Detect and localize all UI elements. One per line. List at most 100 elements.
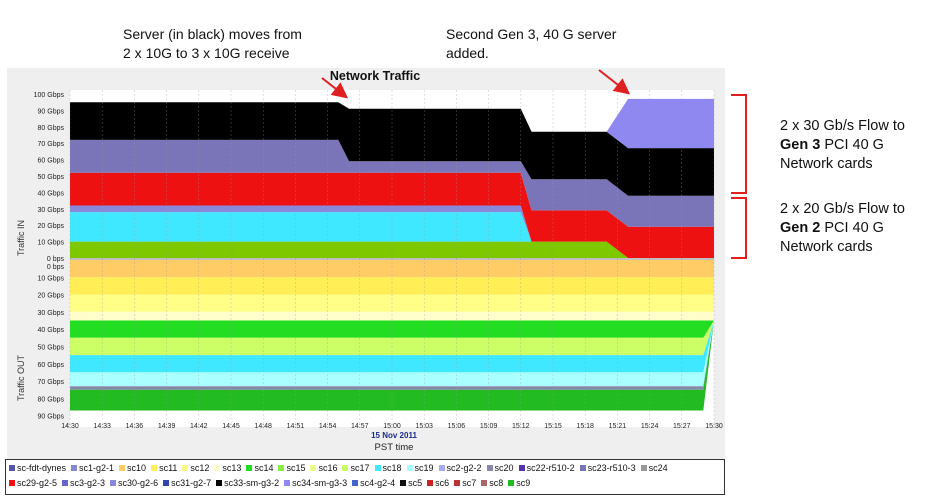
annotation-gen3-line1: 2 x 30 Gb/s Flow to [780,118,905,134]
x-tick-label: 14:45 [222,423,240,430]
y-out-tick-labels: 0 bps 10 Gbps 20 Gbps 30 Gbps 40 Gbps 50 Gbps… [38,264,65,421]
chart-title: Network Traffic [330,69,420,83]
legend-swatch [508,480,515,486]
legend-label: sc7 [462,478,477,488]
legend-label: sc17 [350,463,370,473]
x-tick-label: 15:24 [641,423,659,430]
grid-lines [69,90,715,427]
legend-label: sc2-g2-2 [446,463,482,473]
x-tick-label: 14:54 [319,423,337,430]
y-out-tick-label: 30 Gbps [38,310,65,317]
legend-swatch [62,480,69,486]
bracket-gen3 [731,94,747,194]
legend-label: sc14 [254,463,274,473]
legend-label: sc3-g2-3 [70,478,106,488]
legend-item: sc23-r510-3 [579,463,636,473]
in-area-sc5 [70,241,714,258]
legend-item: sc33-sm-g3-2 [216,478,279,488]
y-out-tick-label: 60 Gbps [38,362,65,369]
legend-swatch [342,465,349,471]
legend-swatch [119,465,126,471]
legend-label: sc20 [494,463,514,473]
legend-label: sc18 [382,463,402,473]
annotation-gen2-flow: 2 x 20 Gb/s Flow to Gen 2 PCI 40 G Netwo… [780,200,905,257]
legend-label: sc22-r510-2 [526,463,575,473]
x-tick-label: 14:33 [93,423,111,430]
annotation-black-server: Server (in black) moves from 2 x 10G to … [123,25,302,63]
x-tick-label: 15:18 [576,423,594,430]
y-in-axis-label: Traffic IN [16,220,26,256]
out-area-sc14 [70,320,714,338]
legend-swatch [352,480,359,486]
x-tick-label: 15:09 [480,423,498,430]
x-tick-label: 14:48 [254,423,272,430]
legend-label: sc29-g2-5 [17,478,58,488]
legend-item: sc18 [374,463,402,473]
y-out-tick-label: 80 Gbps [38,396,65,403]
x-tick-label: 15:12 [512,423,530,430]
legend-swatch [182,465,189,471]
legend-item: sc19 [406,463,434,473]
legend-label: sc6 [435,478,450,488]
y-out-tick-label: 90 Gbps [38,414,65,421]
legend-item: sc9 [508,478,530,488]
legend-swatch [9,480,15,486]
legend-swatch [374,465,381,471]
annotation-gen3-flow: 2 x 30 Gb/s Flow to Gen 3 PCI 40 G Netwo… [780,117,905,174]
legend-swatch [310,465,317,471]
legend-item: sc17 [342,463,370,473]
legend-item: sc13 [214,463,241,473]
legend-swatch [579,465,586,471]
annotation-black-server-line2: 2 x 10G to 3 x 10G receive [123,45,290,61]
legend-item: sc20 [486,463,514,473]
legend-item: sc1-g2-1 [71,463,114,473]
y-in-tick-label: 0 bps [47,256,65,263]
legend-swatch [278,465,285,471]
y-in-tick-label: 100 Gbps [34,92,65,99]
legend-label: sc15 [286,463,306,473]
annotation-second-gen3-line1: Second Gen 3, 40 G server [446,26,617,42]
legend-swatch [400,480,407,486]
y-in-tick-label: 30 Gbps [38,207,65,214]
x-tick-label: 14:39 [158,423,176,430]
y-out-axis-label: Traffic OUT [16,355,26,402]
x-tick-label: 15:15 [544,423,562,430]
legend-label: sc9 [516,478,531,488]
legend-item: sc29-g2-5 [9,478,57,488]
x-axis-label: PST time [375,442,414,453]
legend-label: sc8 [489,478,504,488]
legend-item: sc8 [481,478,503,488]
x-tick-label: 14:36 [126,423,144,430]
annotation-gen2-line3: Network cards [780,239,873,255]
legend-swatch [640,465,647,471]
legend-item: sc4-g2-4 [352,478,395,488]
legend-item: sc11 [151,463,177,473]
legend-label: sc10 [127,463,147,473]
legend-swatch [427,480,434,486]
legend-item: sc6 [427,478,449,488]
legend-label: sc5 [408,478,423,488]
legend: sc-fdt-dynes sc1-g2-1 sc10 sc11 sc12 sc13 sc14… [5,459,725,495]
y-out-tick-label: 70 Gbps [38,379,65,386]
legend-item: sc2-g2-2 [438,463,482,473]
legend-item: sc14 [246,463,273,473]
legend-label: sc13 [222,463,242,473]
legend-label: sc34-sm-g3-3 [292,478,348,488]
annotation-gen2-line2-rest: PCI 40 G [820,220,884,236]
y-out-tick-label: 0 bps [47,264,65,271]
chart-panel: Network Traffic 100 Gbps 90 Gbps 80 Gbps 70… [7,68,725,483]
legend-item: sc-fdt-dynes [9,463,66,473]
y-in-tick-label: 90 Gbps [38,108,65,115]
legend-swatch [216,480,223,486]
y-out-tick-label: 10 Gbps [38,275,65,282]
x-tick-label: 15:27 [673,423,691,430]
legend-label: sc12 [190,463,210,473]
legend-label: sc1-g2-1 [79,463,115,473]
annotation-gen3-line3: Network cards [780,156,873,172]
x-tick-label: 14:30 [61,423,79,430]
annotation-black-server-line1: Server (in black) moves from [123,26,302,42]
x-tick-label: 14:57 [351,423,369,430]
legend-swatch [151,465,158,471]
annotation-gen2-line1: 2 x 20 Gb/s Flow to [780,201,905,217]
annotation-gen3-line2-rest: PCI 40 G [820,137,884,153]
